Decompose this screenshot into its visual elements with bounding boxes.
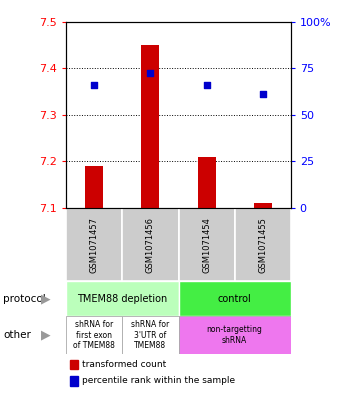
Text: GSM1071456: GSM1071456	[146, 217, 155, 273]
Text: ▶: ▶	[41, 329, 51, 342]
Bar	[178, 281, 291, 316]
Point	[260, 91, 265, 97]
Bar	[178, 208, 235, 281]
Bar	[178, 316, 291, 354]
Text: transformed count: transformed count	[82, 360, 166, 369]
Point	[204, 81, 209, 88]
Bar	[66, 316, 122, 354]
Point	[148, 70, 153, 76]
Text: percentile rank within the sample: percentile rank within the sample	[82, 376, 235, 386]
Text: non-targetting
shRNA: non-targetting shRNA	[207, 325, 262, 345]
Point	[91, 81, 97, 88]
Bar	[85, 166, 103, 208]
Text: protocol: protocol	[3, 294, 46, 303]
Text: TMEM88 depletion: TMEM88 depletion	[77, 294, 168, 303]
Text: GSM1071455: GSM1071455	[258, 217, 267, 273]
Text: GSM1071454: GSM1071454	[202, 217, 211, 273]
Bar	[66, 281, 178, 316]
Text: ▶: ▶	[41, 292, 51, 305]
Text: GSM1071457: GSM1071457	[90, 217, 99, 273]
Text: control: control	[218, 294, 252, 303]
Bar	[141, 45, 159, 208]
Bar	[122, 316, 178, 354]
Bar	[66, 208, 122, 281]
Bar	[198, 157, 216, 208]
Bar	[70, 376, 78, 386]
Bar	[122, 208, 178, 281]
Bar	[70, 360, 78, 369]
Text: shRNA for
first exon
of TMEM88: shRNA for first exon of TMEM88	[73, 320, 115, 350]
Bar	[235, 208, 291, 281]
Bar	[254, 203, 272, 208]
Text: other: other	[3, 330, 31, 340]
Text: shRNA for
3'UTR of
TMEM88: shRNA for 3'UTR of TMEM88	[131, 320, 170, 350]
